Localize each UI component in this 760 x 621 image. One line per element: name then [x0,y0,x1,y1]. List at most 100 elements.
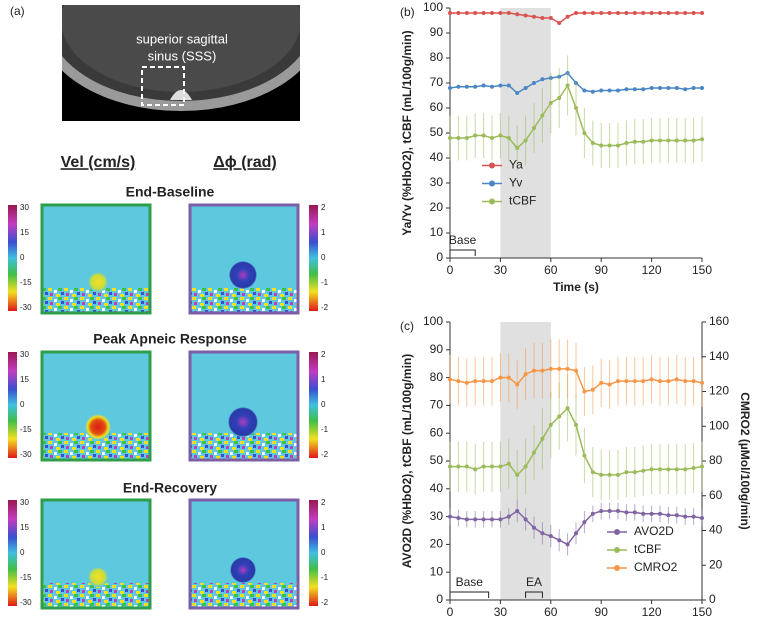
data-point [691,514,696,519]
y-tick-label: 40 [430,150,444,164]
data-point [683,514,688,519]
colorbar-tick-label: -15 [20,425,32,434]
annotation: EA [526,575,542,589]
data-point [548,16,553,20]
data-point [616,379,620,384]
data-point [498,83,503,88]
annotation-bracket [449,249,476,256]
data-point [700,515,704,520]
data-point [641,11,646,15]
colorbar [309,205,318,311]
data-point [506,375,511,380]
y2-tick-label: 40 [709,523,723,537]
data-point [624,87,629,92]
data-point [641,379,646,384]
x-tick-label: 120 [642,605,662,619]
data-point [649,11,654,15]
data-point [481,379,486,384]
legend-label: CMRO2 [634,560,678,574]
data-point [582,88,587,93]
data-point [700,86,704,90]
data-point [464,464,469,469]
data-point [565,14,570,19]
data-point [641,468,646,473]
data-point [632,510,637,515]
data-point [557,96,562,100]
data-point [683,87,688,92]
data-point [498,133,503,138]
data-point [540,16,545,20]
data-point [624,141,629,145]
data-point [666,86,671,90]
data-point [448,464,452,469]
data-point [448,11,452,15]
data-point [456,379,461,384]
data-point [666,138,671,143]
data-point [540,436,545,441]
data-point [700,380,704,385]
data-point [658,379,662,384]
data-point [473,517,478,522]
colorbar-tick-label: -2 [321,303,329,312]
colorbar-tick-label: 1 [321,375,326,384]
y2-tick-label: 140 [709,349,729,363]
data-point [574,422,578,427]
y-tick-label: 20 [430,200,444,214]
data-point [523,517,528,522]
data-point [590,470,595,475]
colorbar-tick-label: 15 [20,228,29,237]
data-point [674,513,679,518]
data-point [565,406,570,411]
x-tick-label: 120 [642,263,662,277]
data-point [624,11,629,15]
data-point [658,138,662,143]
colorbar-tick-label: 1 [321,228,326,237]
legend-marker [489,180,495,187]
y-axis-label: AVO2D (%HbO2), tCBF (mL/100g/min) [400,354,414,568]
data-point [548,366,553,371]
x-tick-label: 60 [544,263,558,277]
colorbar [8,205,17,311]
legend-label: tCBF [634,542,661,556]
data-point [590,141,595,145]
colorbar-tick-label: 15 [20,375,29,384]
data-point [599,143,604,148]
colorbar [8,352,17,458]
y2-tick-label: 20 [709,557,723,571]
data-point [607,382,612,387]
data-point [515,12,520,17]
data-point [700,464,704,469]
data-point [582,453,587,458]
data-point [540,531,545,536]
colorbar-tick-label: 0 [321,400,326,409]
y-tick-label: 60 [430,100,444,114]
colorbar-tick-label: 0 [321,548,326,557]
data-point [616,472,620,477]
data-point [515,509,520,514]
data-point [641,511,646,516]
y-tick-label: 70 [430,75,444,89]
data-point [448,514,452,519]
panel-label: (c) [400,319,414,333]
data-point [532,14,536,19]
y-tick-label: 80 [430,370,444,384]
colorbar-tick-label: -1 [321,278,329,287]
data-point [456,11,461,15]
data-point [599,11,604,15]
data-point [523,372,528,377]
data-point [691,138,696,143]
y-tick-label: 30 [430,175,444,189]
y-tick-label: 90 [430,342,444,356]
y-tick-label: 40 [430,481,444,495]
mri-image [62,5,300,121]
colorbar-tick-label: 2 [321,203,326,212]
data-point [607,88,612,93]
data-point [691,379,696,384]
data-point [565,366,570,371]
data-point [532,368,536,373]
data-point [464,380,469,385]
data-point [666,379,671,384]
colorbar-tick-label: -2 [321,450,329,459]
data-point [456,136,461,140]
colorbar [309,500,318,606]
